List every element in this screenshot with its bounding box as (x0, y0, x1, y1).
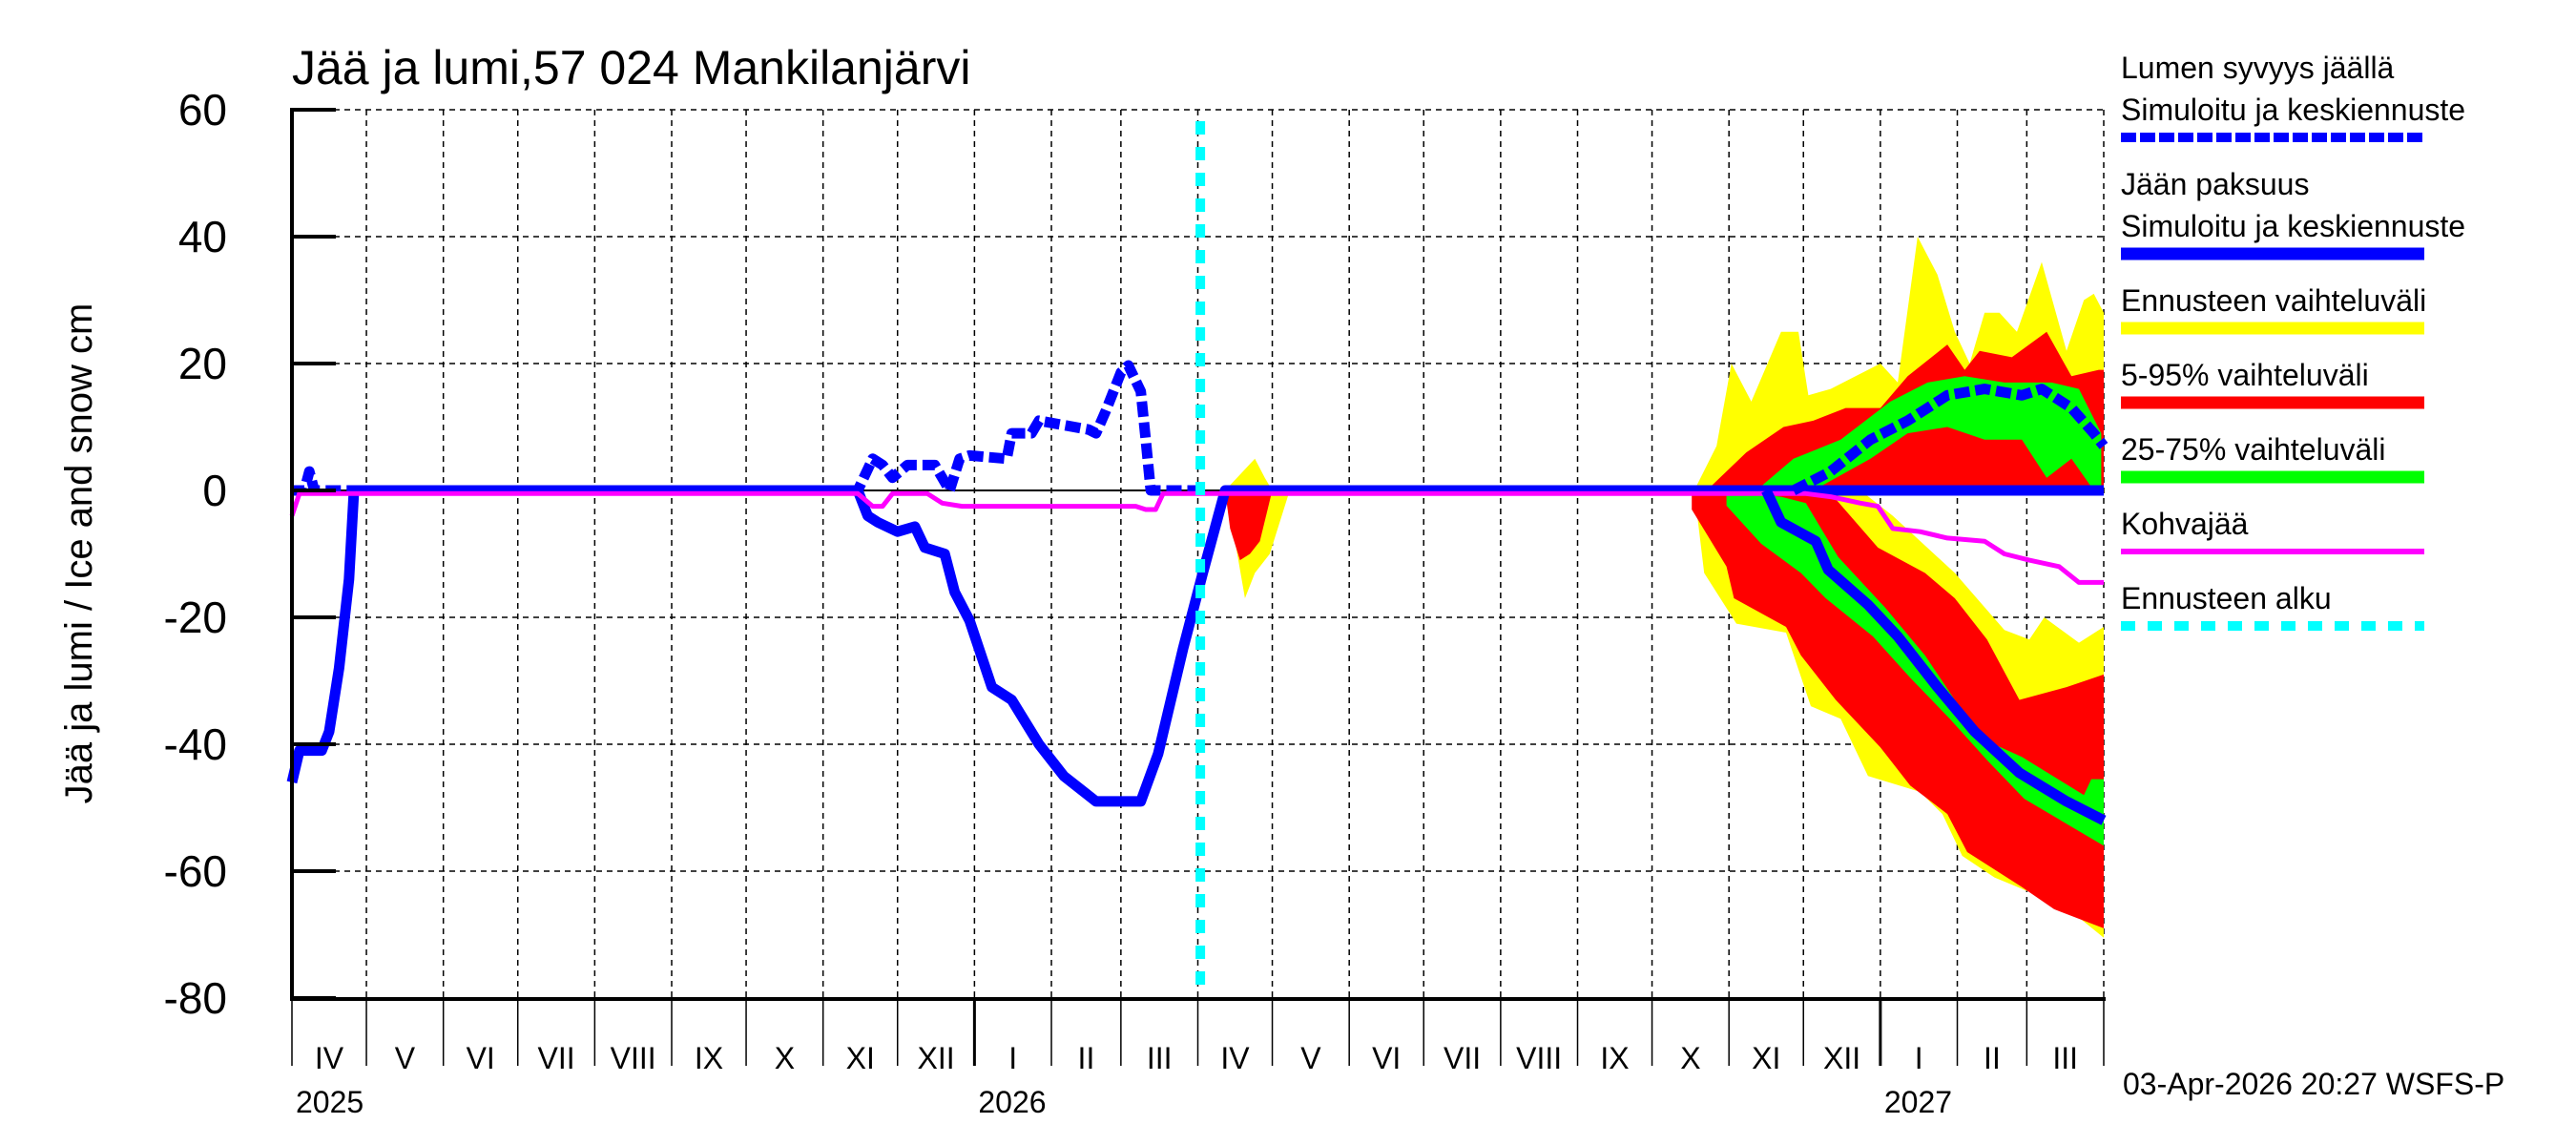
band-5-95-j- (1692, 490, 2104, 928)
month-label: VI (1372, 1041, 1401, 1075)
y-tick-label: 20 (178, 339, 227, 388)
series-line (292, 360, 1201, 496)
month-label: X (775, 1041, 795, 1075)
x-axis-ticks: IV V VI VII VIII IX X XI XII I II III IV V VI VII VIII IX… (291, 999, 2105, 1119)
svg-text:Ennusteen vaihteluväli: Ennusteen vaihteluväli (2121, 283, 2426, 318)
chart-title: Jää ja lumi,57 024 Mankilanjärvi (292, 41, 970, 94)
legend-item: 5-95% vaihteluväli (2121, 358, 2424, 409)
svg-text:Kohvajää: Kohvajää (2121, 507, 2249, 541)
month-label: V (1300, 1041, 1321, 1075)
month-label: VIII (611, 1041, 656, 1075)
svg-text:Simuloitu ja keskiennuste: Simuloitu ja keskiennuste (2121, 209, 2465, 243)
series-line (1761, 488, 2107, 825)
y-tick-label: 60 (178, 85, 227, 135)
month-label: III (1147, 1041, 1173, 1075)
legend-item: Ennusteen vaihteluväli (2121, 283, 2426, 335)
month-label: IV (315, 1041, 344, 1075)
month-label: VIII (1516, 1041, 1562, 1075)
legend-item: 25-75% vaihteluväli (2121, 432, 2424, 484)
y-tick-label: -60 (164, 846, 227, 896)
month-label: IX (1600, 1041, 1629, 1075)
month-label: VI (467, 1041, 495, 1075)
y-axis-ticks: 60 40 20 0 -20 -40 -60 -80 (164, 85, 336, 1023)
timestamp-footer: 03-Apr-2026 20:27 WSFS-P (2123, 1067, 2504, 1101)
month-label: VII (537, 1041, 574, 1075)
svg-text:Ennusteen alku: Ennusteen alku (2121, 581, 2332, 615)
month-label: I (1008, 1041, 1017, 1075)
y-tick-label: -20 (164, 593, 227, 642)
month-label: X (1680, 1041, 1700, 1075)
y-tick-label: -40 (164, 719, 227, 769)
month-label: II (1078, 1041, 1095, 1075)
forecast-bands (1225, 237, 2104, 938)
month-label: V (395, 1041, 416, 1075)
month-label: XI (1752, 1041, 1780, 1075)
year-label: 2026 (978, 1085, 1046, 1119)
svg-text:Simuloitu ja keskiennuste: Simuloitu ja keskiennuste (2121, 93, 2465, 127)
month-label: XII (1823, 1041, 1860, 1075)
month-label: IV (1220, 1041, 1250, 1075)
month-label: III (2052, 1041, 2078, 1075)
series-line (286, 485, 2104, 807)
series-line (289, 490, 2104, 585)
year-label: 2027 (1884, 1085, 1952, 1119)
y-axis-label: Jää ja lumi / Ice and snow cm (58, 303, 100, 804)
legend-item: Ennusteen alku (2121, 581, 2424, 631)
year-label: 2025 (296, 1085, 364, 1119)
month-label: I (1915, 1041, 1923, 1075)
svg-text:Jään paksuus: Jään paksuus (2121, 167, 2309, 201)
data-lines (286, 360, 2109, 825)
series-line (1791, 384, 2109, 495)
y-tick-label: -80 (164, 973, 227, 1023)
month-label: IX (695, 1041, 723, 1075)
svg-text:5-95% vaihteluväli: 5-95% vaihteluväli (2121, 358, 2369, 392)
band-5-95-kev-t-2026- (1225, 490, 1273, 561)
y-tick-label: 40 (178, 212, 227, 261)
legend-item: Jään paksuus Simuloitu ja keskiennuste (2121, 167, 2465, 260)
month-label: VII (1444, 1041, 1481, 1075)
month-label: II (1984, 1041, 2001, 1075)
legend-item: Lumen syvyys jäällä Simuloitu ja keskienn… (2121, 51, 2465, 142)
legend: Lumen syvyys jäällä Simuloitu ja keskienn… (2121, 51, 2465, 631)
y-tick-label: 0 (202, 466, 227, 515)
month-label: XII (917, 1041, 954, 1075)
svg-text:Lumen syvyys jäällä: Lumen syvyys jäällä (2121, 51, 2395, 85)
svg-text:25-75% vaihteluväli: 25-75% vaihteluväli (2121, 432, 2386, 467)
legend-item: Kohvajää (2121, 507, 2424, 554)
month-label: XI (846, 1041, 875, 1075)
